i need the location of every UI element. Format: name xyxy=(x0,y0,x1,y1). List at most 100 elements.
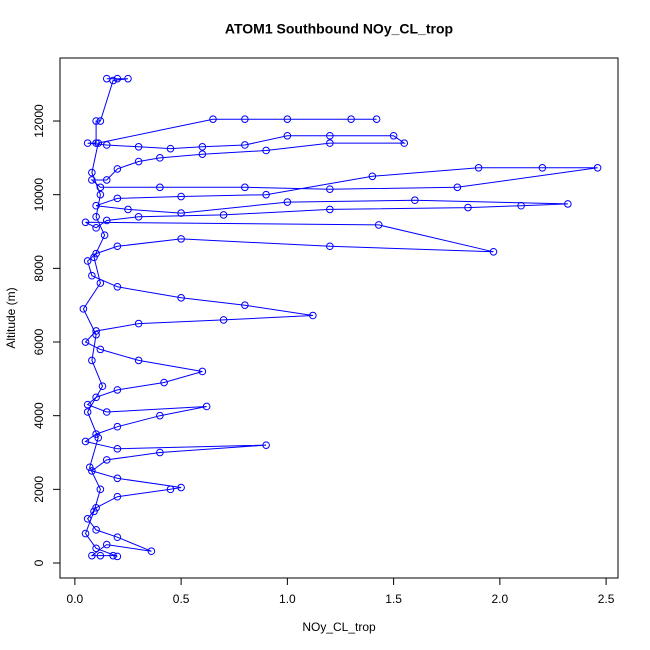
data-point xyxy=(96,485,105,494)
data-point xyxy=(96,551,105,560)
data-point xyxy=(92,212,100,221)
data-point xyxy=(92,139,100,147)
data-point xyxy=(464,203,472,212)
data-point xyxy=(134,143,143,151)
data-point xyxy=(79,305,88,313)
data-point xyxy=(326,242,334,251)
data-point xyxy=(102,408,111,416)
data-point xyxy=(156,448,164,457)
data-point xyxy=(92,330,100,339)
x-tick-label: 1.5 xyxy=(385,592,402,606)
y-tick-label: 0 xyxy=(32,559,46,566)
data-point xyxy=(166,144,175,153)
data-point xyxy=(309,311,317,320)
data-point xyxy=(538,163,547,172)
data-point xyxy=(156,154,164,162)
series-line xyxy=(82,78,598,557)
data-point xyxy=(489,247,498,256)
data-point xyxy=(90,507,98,516)
data-point xyxy=(113,74,122,83)
data-point xyxy=(88,271,96,280)
data-point xyxy=(81,529,90,538)
data-point xyxy=(241,141,249,149)
data-point xyxy=(474,163,483,172)
x-tick-label: 0.0 xyxy=(67,592,84,606)
y-tick-label: 8000 xyxy=(32,255,46,282)
data-point xyxy=(92,249,100,258)
data-point xyxy=(85,463,94,472)
data-point xyxy=(241,115,249,123)
data-point xyxy=(389,131,398,140)
data-point xyxy=(88,551,96,560)
data-point xyxy=(209,115,217,123)
data-point xyxy=(92,503,100,512)
data-point xyxy=(92,201,100,210)
data-point xyxy=(347,115,355,123)
data-point xyxy=(88,356,96,365)
data-point xyxy=(124,74,132,83)
data-point xyxy=(92,526,100,534)
data-point xyxy=(92,224,100,232)
data-point xyxy=(283,198,292,206)
data-point xyxy=(113,445,122,453)
data-point xyxy=(374,221,383,229)
data-point xyxy=(102,176,111,184)
data-point xyxy=(113,386,122,394)
data-point xyxy=(411,196,419,205)
data-point xyxy=(113,422,122,431)
data-point xyxy=(109,551,117,560)
data-point xyxy=(326,139,334,147)
data-point xyxy=(83,400,92,409)
data-point xyxy=(92,430,100,438)
data-point xyxy=(593,163,602,172)
data-point xyxy=(326,205,334,214)
data-point xyxy=(219,211,228,219)
data-point xyxy=(177,294,185,302)
data-point xyxy=(166,485,175,494)
data-point xyxy=(88,467,96,475)
data-point xyxy=(113,282,122,291)
y-tick-label: 12000 xyxy=(32,104,46,138)
y-axis-label: Altitude (m) xyxy=(4,287,18,348)
data-point xyxy=(88,168,96,177)
x-tick-label: 2.0 xyxy=(492,592,509,606)
data-point xyxy=(177,209,185,217)
y-tick-label: 4000 xyxy=(32,402,46,429)
data-point xyxy=(102,216,111,225)
data-point xyxy=(83,408,92,416)
data-point xyxy=(517,201,525,210)
data-point xyxy=(113,552,122,561)
data-point xyxy=(326,185,334,193)
data-point xyxy=(262,146,270,155)
data-point xyxy=(92,117,100,125)
data-point xyxy=(262,441,270,449)
data-point xyxy=(81,218,90,227)
data-point xyxy=(113,492,122,501)
data-point xyxy=(98,382,107,391)
data-point xyxy=(92,393,100,402)
x-tick-label: 2.5 xyxy=(598,592,615,606)
data-point xyxy=(564,200,572,208)
y-tick-label: 10000 xyxy=(32,178,46,212)
data-point xyxy=(134,157,143,166)
data-point xyxy=(113,194,122,203)
data-point xyxy=(83,515,92,523)
data-point xyxy=(198,150,207,158)
data-point xyxy=(134,356,143,365)
data-point xyxy=(113,474,122,483)
data-point xyxy=(102,456,111,464)
data-point xyxy=(113,533,122,542)
data-point xyxy=(83,257,92,265)
data-point xyxy=(81,338,90,346)
data-point xyxy=(156,411,164,420)
y-tick-label: 2000 xyxy=(32,476,46,503)
data-point xyxy=(453,183,462,192)
data-point xyxy=(241,183,249,192)
data-point xyxy=(372,115,381,123)
data-point xyxy=(177,483,185,492)
data-point xyxy=(96,345,105,354)
data-point xyxy=(283,131,292,140)
data-point xyxy=(96,190,105,199)
data-point xyxy=(96,183,105,192)
